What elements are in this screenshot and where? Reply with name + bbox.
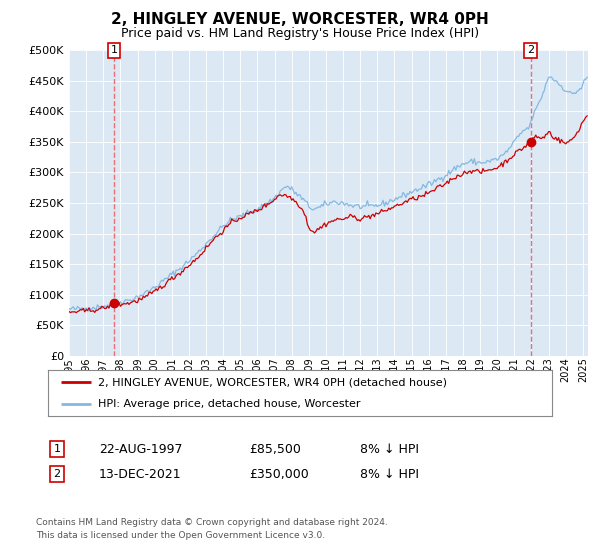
Text: 2: 2 xyxy=(527,45,534,55)
Text: 1: 1 xyxy=(111,45,118,55)
Text: 13-DEC-2021: 13-DEC-2021 xyxy=(99,468,182,481)
Text: £350,000: £350,000 xyxy=(249,468,309,481)
Text: 8% ↓ HPI: 8% ↓ HPI xyxy=(360,442,419,456)
Text: 8% ↓ HPI: 8% ↓ HPI xyxy=(360,468,419,481)
Text: 2, HINGLEY AVENUE, WORCESTER, WR4 0PH: 2, HINGLEY AVENUE, WORCESTER, WR4 0PH xyxy=(111,12,489,27)
Text: £85,500: £85,500 xyxy=(249,442,301,456)
Text: 1: 1 xyxy=(53,444,61,454)
Text: 2: 2 xyxy=(53,469,61,479)
Text: 2, HINGLEY AVENUE, WORCESTER, WR4 0PH (detached house): 2, HINGLEY AVENUE, WORCESTER, WR4 0PH (d… xyxy=(98,377,448,388)
Text: Price paid vs. HM Land Registry's House Price Index (HPI): Price paid vs. HM Land Registry's House … xyxy=(121,27,479,40)
Text: HPI: Average price, detached house, Worcester: HPI: Average price, detached house, Worc… xyxy=(98,399,361,409)
Text: 22-AUG-1997: 22-AUG-1997 xyxy=(99,442,182,456)
Text: Contains HM Land Registry data © Crown copyright and database right 2024.
This d: Contains HM Land Registry data © Crown c… xyxy=(36,519,388,540)
